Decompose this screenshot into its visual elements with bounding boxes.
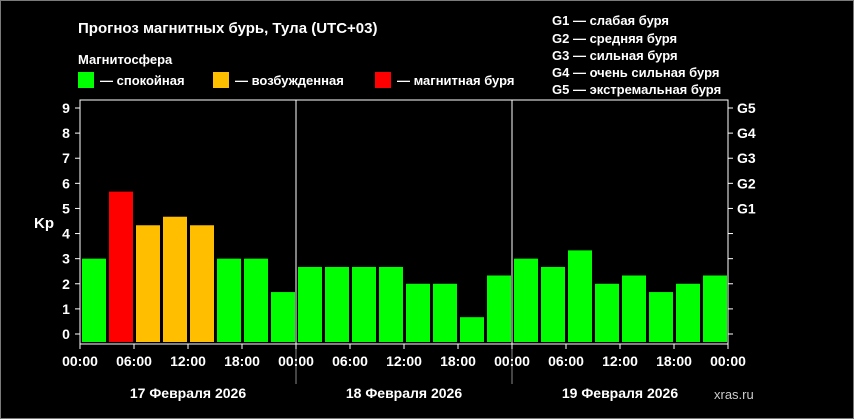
kp-bar (325, 266, 349, 342)
kp-bar (649, 292, 673, 342)
storm-scale-g1: G1 — слабая буря (552, 13, 669, 28)
storm-scale-g5: G5 — экстремальная буря (552, 82, 721, 97)
legend-swatch-quiet (78, 72, 94, 88)
x-tick-label: 18:00 (224, 353, 260, 369)
storm-scale-g4: G4 — очень сильная буря (552, 65, 719, 80)
day-label-2: 18 Февраля 2026 (346, 385, 462, 401)
kp-bar (109, 191, 133, 342)
x-tick-label: 00:00 (710, 353, 746, 369)
kp-bar (676, 283, 700, 342)
y-tick-label: 7 (62, 150, 70, 166)
y-tick-label: 1 (62, 301, 70, 317)
legend-label-storm: — магнитная буря (397, 73, 514, 88)
kp-bar (379, 266, 403, 342)
kp-bar (136, 225, 160, 342)
kp-bar (298, 266, 322, 342)
kp-bar (352, 266, 376, 342)
storm-scale-g2: G2 — средняя буря (552, 31, 677, 46)
kp-bar (568, 250, 592, 342)
kp-bar (190, 225, 214, 342)
legend-swatch-storm (375, 72, 391, 88)
kp-bar (622, 275, 646, 342)
y-tick-label: 5 (62, 200, 70, 216)
x-tick-label: 00:00 (62, 353, 98, 369)
kp-bar (406, 283, 430, 342)
x-tick-label: 00:00 (278, 353, 314, 369)
kp-bar (595, 283, 619, 342)
kp-bar (244, 258, 268, 342)
x-tick-label: 06:00 (332, 353, 368, 369)
storm-level-label: G1 (737, 200, 756, 216)
kp-bar (514, 258, 538, 342)
kp-bar (163, 216, 187, 342)
storm-level-label: G4 (737, 125, 756, 141)
axes-group: 0 1 2 3 4 5 6 7 8 9 G1 G2 G3 G4 G5 00:00 06:00 12:00 18:00… (62, 100, 756, 384)
storm-level-label: G3 (737, 150, 756, 166)
watermark: xras.ru (714, 387, 754, 402)
y-axis-label: Kp (34, 215, 54, 232)
y-tick-label: 6 (62, 175, 70, 191)
legend-label-quiet: — спокойная (100, 73, 185, 88)
kp-bar (217, 258, 241, 342)
kp-bar (271, 292, 295, 342)
x-tick-label: 12:00 (170, 353, 206, 369)
x-tick-label: 12:00 (386, 353, 422, 369)
storm-level-label: G2 (737, 175, 756, 191)
legend-swatch-disturbed (213, 72, 229, 88)
x-tick-label: 06:00 (116, 353, 152, 369)
y-tick-label: 8 (62, 125, 70, 141)
kp-bar (433, 283, 457, 342)
chart-title: Прогноз магнитных бурь, Тула (UTC+03) (78, 20, 377, 37)
x-tick-label: 06:00 (548, 353, 584, 369)
legend-heading: Магнитосфера (78, 52, 173, 67)
y-tick-label: 2 (62, 276, 70, 292)
x-tick-label: 12:00 (602, 353, 638, 369)
x-tick-label: 18:00 (440, 353, 476, 369)
kp-bar (703, 275, 727, 342)
kp-bar (460, 317, 484, 342)
x-tick-label: 00:00 (494, 353, 530, 369)
x-tick-label: 18:00 (656, 353, 692, 369)
day-label-3: 19 Февраля 2026 (562, 385, 678, 401)
kp-bar (82, 258, 106, 342)
kp-bar (487, 275, 511, 342)
day-label-1: 17 Февраля 2026 (130, 385, 246, 401)
y-tick-label: 0 (62, 326, 70, 342)
storm-scale-g3: G3 — сильная буря (552, 48, 678, 63)
kp-bar (541, 266, 565, 342)
y-tick-label: 4 (62, 226, 70, 242)
legend-label-disturbed: — возбужденная (235, 73, 344, 88)
y-tick-label: 9 (62, 100, 70, 116)
bars-group (82, 191, 727, 342)
storm-level-label: G5 (737, 100, 756, 116)
y-tick-label: 3 (62, 251, 70, 267)
